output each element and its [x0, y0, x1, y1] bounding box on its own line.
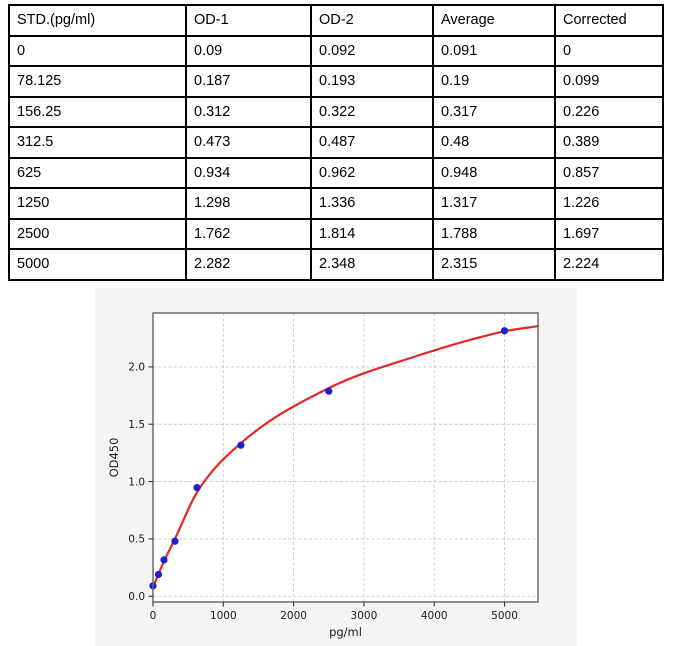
table-cell: 0.389 — [554, 126, 664, 159]
table-cell: 1.336 — [310, 187, 434, 220]
table-cell: 2.315 — [432, 248, 556, 281]
table-row: 0 0.09 0.092 0.091 0 — [8, 34, 664, 67]
data-point — [171, 537, 179, 545]
table-cell: 0.934 — [185, 156, 312, 189]
data-point — [160, 556, 168, 564]
x-tick-label: 4000 — [421, 610, 448, 622]
table-cell: 1.762 — [185, 217, 312, 250]
table-cell: 2.282 — [185, 248, 312, 281]
table-row: 78.125 0.187 0.193 0.19 0.099 — [8, 65, 664, 98]
y-tick-label: 0.5 — [128, 534, 145, 546]
table-cell: 0.857 — [554, 156, 664, 189]
x-tick-label: 5000 — [491, 610, 518, 622]
table-cell: 0.317 — [432, 95, 556, 128]
table-cell: 1.226 — [554, 187, 664, 220]
table-cell: 0.09 — [185, 34, 312, 67]
data-point — [154, 570, 163, 579]
table-row: 312.5 0.473 0.487 0.48 0.389 — [8, 126, 664, 159]
table-header-cell: OD-1 — [185, 4, 312, 37]
table-cell: 0.187 — [185, 65, 312, 98]
table-cell: 0 — [8, 34, 187, 67]
standards-table: STD.(pg/ml) OD-1 OD-2 Average Corrected 0 0.0… — [8, 4, 664, 281]
standard-curve-chart: 0 1000 2000 3000 4000 5000 0.0 0.5 1.0 1.5 2.0 pg/m… — [95, 288, 577, 646]
table-cell: 0.473 — [185, 126, 312, 159]
table-cell: 1.814 — [310, 217, 434, 250]
data-point — [193, 483, 201, 492]
table-cell: 0.193 — [310, 65, 434, 98]
table-cell: 0.19 — [432, 65, 556, 98]
table-row: 2500 1.762 1.814 1.788 1.697 — [8, 217, 664, 250]
table-header-cell: STD.(pg/ml) — [8, 4, 187, 37]
table-header-cell: OD-2 — [310, 4, 434, 37]
table-cell: 78.125 — [8, 65, 187, 98]
table-cell: 0.48 — [432, 126, 556, 159]
y-tick-label: 1.0 — [128, 476, 145, 488]
table-cell: 2500 — [8, 217, 187, 250]
standard-curve-plot: 0 1000 2000 3000 4000 5000 0.0 0.5 1.0 1.5 2.0 pg/m… — [95, 288, 577, 646]
x-axis-label: pg/ml — [329, 625, 362, 639]
table-cell: 0 — [554, 34, 664, 67]
table-header-row: STD.(pg/ml) OD-1 OD-2 Average Corrected — [8, 4, 664, 37]
table-cell: 1250 — [8, 187, 187, 220]
table-row: 156.25 0.312 0.322 0.317 0.226 — [8, 95, 664, 128]
x-tick-label: 0 — [150, 610, 157, 622]
x-tick-label: 1000 — [210, 610, 237, 622]
table-cell: 1.788 — [432, 217, 556, 250]
table-cell: 0.091 — [432, 34, 556, 67]
table-cell: 0.948 — [432, 156, 556, 189]
table-header-cell: Average — [432, 4, 556, 37]
x-tick-label: 2000 — [280, 610, 307, 622]
table-cell: 1.697 — [554, 217, 664, 250]
table-row: 5000 2.282 2.348 2.315 2.224 — [8, 248, 664, 281]
table-cell: 0.312 — [185, 95, 312, 128]
y-tick-label: 2.0 — [128, 362, 145, 374]
y-tick-label: 1.5 — [128, 419, 145, 431]
table-row: 1250 1.298 1.336 1.317 1.226 — [8, 187, 664, 220]
plot-area-background — [153, 313, 538, 602]
table-cell: 0.322 — [310, 95, 434, 128]
table-header-cell: Corrected — [554, 4, 664, 37]
table-cell: 5000 — [8, 248, 187, 281]
data-point — [500, 327, 509, 335]
x-tick-label: 3000 — [351, 610, 378, 622]
data-point — [237, 441, 245, 449]
y-axis-label: OD450 — [107, 438, 121, 478]
table-cell: 0.092 — [310, 34, 434, 67]
table-cell: 312.5 — [8, 126, 187, 159]
table-cell: 0.962 — [310, 156, 434, 189]
table-cell: 2.224 — [554, 248, 664, 281]
table-cell: 625 — [8, 156, 187, 189]
table-cell: 2.348 — [310, 248, 434, 281]
data-point — [325, 387, 333, 395]
y-tick-label: 0.0 — [128, 591, 145, 603]
table-cell: 1.298 — [185, 187, 312, 220]
fit-curve-line — [151, 325, 540, 589]
table-cell: 0.226 — [554, 95, 664, 128]
table-cell: 0.099 — [554, 65, 664, 98]
table-cell: 0.487 — [310, 126, 434, 159]
table-cell: 1.317 — [432, 187, 556, 220]
table-row: 625 0.934 0.962 0.948 0.857 — [8, 156, 664, 189]
plot-border — [152, 312, 539, 603]
table-cell: 156.25 — [8, 95, 187, 128]
